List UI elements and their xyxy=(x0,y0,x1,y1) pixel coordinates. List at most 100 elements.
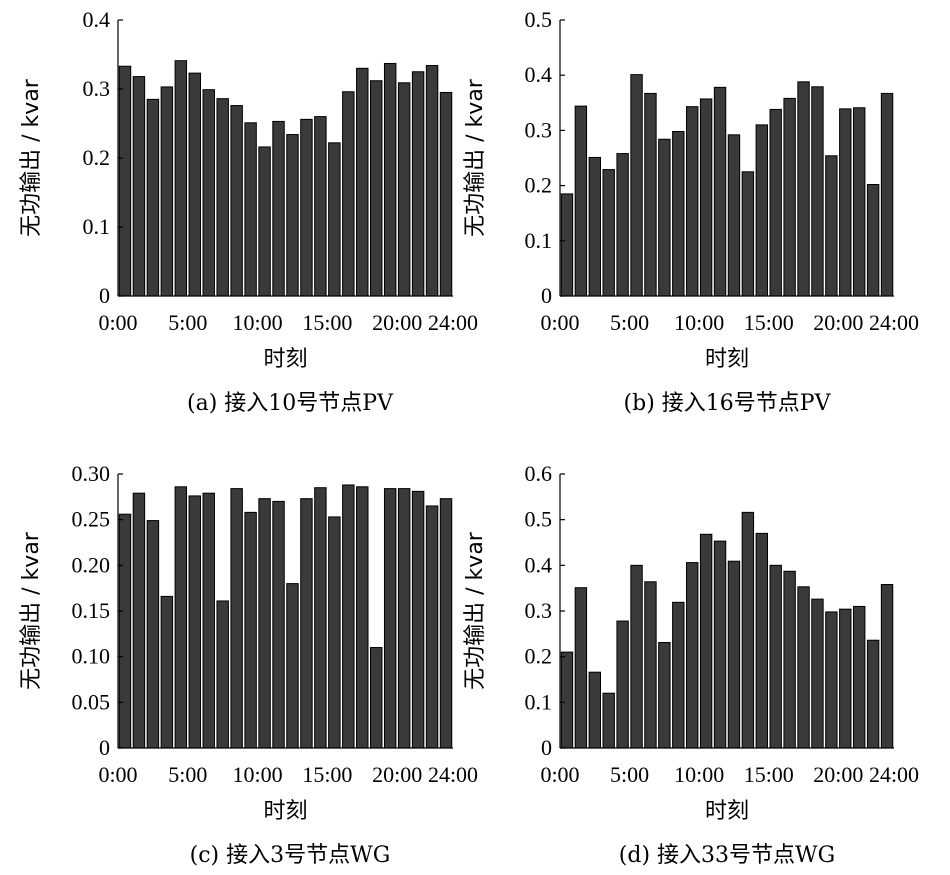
y-tick-label: 0.1 xyxy=(525,228,553,253)
y-tick-label: 0.10 xyxy=(72,644,111,669)
y-tick-label: 0.6 xyxy=(525,461,553,486)
bar xyxy=(370,80,383,297)
bar xyxy=(160,595,174,749)
y-tick-label: 0.3 xyxy=(525,117,553,142)
bar xyxy=(146,98,160,297)
x-tick-label: 24:00 xyxy=(428,310,478,335)
bar xyxy=(672,131,685,297)
x-axis-title: 时刻 xyxy=(705,347,749,372)
x-tick-label: 5:00 xyxy=(168,762,207,787)
bar xyxy=(174,486,188,749)
subplot-caption: (a) 接入10号节点PV xyxy=(187,391,394,416)
bar xyxy=(713,540,727,749)
bar xyxy=(686,562,699,749)
bar xyxy=(727,560,741,749)
bar xyxy=(644,92,657,297)
bar xyxy=(699,98,713,297)
x-axis-title: 时刻 xyxy=(705,799,749,824)
subplot-b: 0 0.1 0.2 0.3 0.4 0.5 0:00 5:00 10:00 15:00 20:00 2… xyxy=(463,7,919,416)
y-tick-label: 0.20 xyxy=(72,552,111,577)
y-tick-label: 0.25 xyxy=(72,507,111,532)
x-tick-label: 15:00 xyxy=(302,310,352,335)
subplot-d: 0 0.1 0.2 0.3 0.4 0.5 0.6 0:00 5:00 10:00 15:00 20:… xyxy=(463,461,919,868)
subplot-a: 0 0.1 0.2 0.3 0.4 0:00 5:00 10:00 15:00 20:00 24:0… xyxy=(19,7,478,416)
bar xyxy=(769,108,782,297)
bar xyxy=(216,98,229,297)
x-tick-label: 0:00 xyxy=(98,310,137,335)
bar xyxy=(727,134,741,297)
subplot-caption: (b) 接入16号节点PV xyxy=(624,391,832,416)
bar xyxy=(672,601,685,749)
y-tick-label: 0 xyxy=(541,735,552,760)
bar xyxy=(230,105,243,297)
bar xyxy=(602,169,615,297)
bar xyxy=(356,486,369,749)
bar xyxy=(616,620,629,749)
bar xyxy=(132,76,146,297)
x-tick-label: 0:00 xyxy=(98,762,137,787)
bar xyxy=(272,120,285,297)
y-tick-label: 0.4 xyxy=(525,62,553,87)
bar xyxy=(741,171,755,297)
bar xyxy=(146,520,160,749)
x-tick-label: 5:00 xyxy=(610,310,649,335)
bar xyxy=(258,146,271,297)
bar xyxy=(880,584,894,749)
bar xyxy=(356,67,369,297)
x-tick-label: 20:00 xyxy=(813,762,863,787)
x-tick-label: 20:00 xyxy=(813,310,863,335)
bar xyxy=(560,193,574,297)
y-tick-label: 0.05 xyxy=(72,689,111,714)
bar xyxy=(658,642,671,749)
x-tick-label: 15:00 xyxy=(744,310,794,335)
bar xyxy=(699,533,713,749)
x-axis-title: 时刻 xyxy=(263,347,307,372)
y-tick-label: 0.2 xyxy=(525,173,553,198)
bar xyxy=(202,89,215,297)
y-tick-label: 0 xyxy=(541,283,552,308)
bar xyxy=(825,155,838,297)
bar xyxy=(658,138,671,297)
bar xyxy=(560,651,574,749)
bar xyxy=(588,671,602,749)
bar xyxy=(272,500,285,749)
bar xyxy=(769,564,782,749)
subplot-caption: (d) 接入33号节点WG xyxy=(619,843,835,868)
bar xyxy=(202,492,215,749)
bar xyxy=(411,71,425,297)
bar xyxy=(188,495,202,749)
bar xyxy=(574,587,588,749)
bar xyxy=(118,65,132,297)
y-axis-title: 无功输出 / kvar xyxy=(19,78,44,237)
bar xyxy=(439,91,453,297)
x-axis-title: 时刻 xyxy=(263,799,307,824)
bar xyxy=(588,156,602,297)
x-tick-label: 24:00 xyxy=(869,310,919,335)
bar xyxy=(342,484,355,749)
bar xyxy=(825,611,838,749)
y-tick-label: 0.1 xyxy=(83,214,111,239)
bar xyxy=(188,72,202,297)
bar xyxy=(397,82,411,297)
bar xyxy=(644,581,657,749)
bar xyxy=(741,511,755,749)
x-tick-label: 20:00 xyxy=(372,762,422,787)
y-tick-label: 0.2 xyxy=(525,644,553,669)
bar xyxy=(602,692,615,749)
y-tick-label: 0.2 xyxy=(83,145,111,170)
bar xyxy=(411,490,425,749)
bar xyxy=(132,492,146,749)
bar xyxy=(383,488,397,749)
y-tick-label: 0.4 xyxy=(83,7,111,32)
y-tick-label: 0.3 xyxy=(83,76,111,101)
bar xyxy=(216,600,229,749)
y-tick-label: 0.5 xyxy=(525,7,553,32)
subplot-caption: (c) 接入3号节点WG xyxy=(190,843,391,868)
x-tick-label: 24:00 xyxy=(428,762,478,787)
bar xyxy=(439,498,453,749)
bar xyxy=(397,488,411,749)
bar xyxy=(866,184,880,297)
x-tick-label: 5:00 xyxy=(168,310,207,335)
y-tick-label: 0.1 xyxy=(525,689,553,714)
